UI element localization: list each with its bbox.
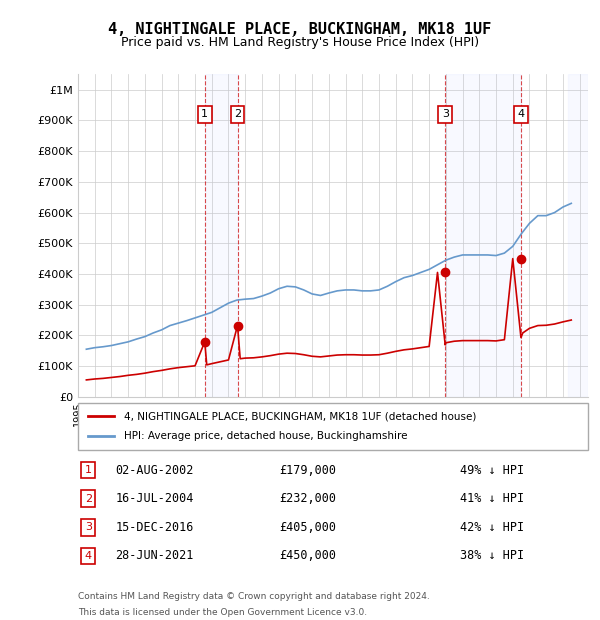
- Text: £405,000: £405,000: [279, 521, 336, 534]
- Text: 42% ↓ HPI: 42% ↓ HPI: [461, 521, 524, 534]
- FancyBboxPatch shape: [78, 403, 588, 450]
- Text: 4, NIGHTINGALE PLACE, BUCKINGHAM, MK18 1UF: 4, NIGHTINGALE PLACE, BUCKINGHAM, MK18 1…: [109, 22, 491, 37]
- Text: 4: 4: [85, 551, 92, 561]
- Text: £179,000: £179,000: [279, 464, 336, 477]
- Text: 15-DEC-2016: 15-DEC-2016: [115, 521, 194, 534]
- Text: Price paid vs. HM Land Registry's House Price Index (HPI): Price paid vs. HM Land Registry's House …: [121, 36, 479, 49]
- Text: HPI: Average price, detached house, Buckinghamshire: HPI: Average price, detached house, Buck…: [124, 432, 407, 441]
- Text: 3: 3: [85, 522, 92, 533]
- Text: 4, NIGHTINGALE PLACE, BUCKINGHAM, MK18 1UF (detached house): 4, NIGHTINGALE PLACE, BUCKINGHAM, MK18 1…: [124, 411, 476, 421]
- Text: 28-JUN-2021: 28-JUN-2021: [115, 549, 194, 562]
- Text: 38% ↓ HPI: 38% ↓ HPI: [461, 549, 524, 562]
- Bar: [568, 74, 588, 397]
- Text: 02-AUG-2002: 02-AUG-2002: [115, 464, 194, 477]
- Text: 4: 4: [517, 109, 524, 119]
- Bar: [445, 74, 521, 397]
- Text: 16-JUL-2004: 16-JUL-2004: [115, 492, 194, 505]
- Text: This data is licensed under the Open Government Licence v3.0.: This data is licensed under the Open Gov…: [78, 608, 367, 617]
- Text: 2: 2: [85, 494, 92, 503]
- Text: 2: 2: [234, 109, 241, 119]
- Text: £232,000: £232,000: [279, 492, 336, 505]
- Text: 1: 1: [85, 465, 92, 475]
- Text: £450,000: £450,000: [279, 549, 336, 562]
- Text: Contains HM Land Registry data © Crown copyright and database right 2024.: Contains HM Land Registry data © Crown c…: [78, 592, 430, 601]
- Text: 1: 1: [201, 109, 208, 119]
- Bar: [205, 74, 238, 397]
- Text: 41% ↓ HPI: 41% ↓ HPI: [461, 492, 524, 505]
- Text: 49% ↓ HPI: 49% ↓ HPI: [461, 464, 524, 477]
- Text: 3: 3: [442, 109, 449, 119]
